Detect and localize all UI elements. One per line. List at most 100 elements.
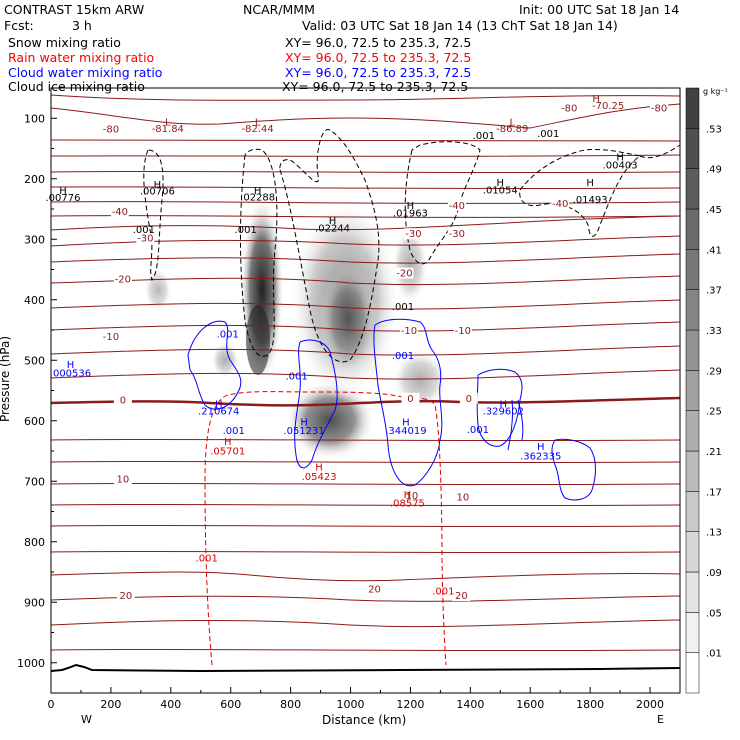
- isotherm-label-bg: [113, 473, 132, 485]
- extremum-label: .01963: [393, 208, 428, 219]
- extremum-label: H: [329, 216, 337, 227]
- contour-value-label: .001: [217, 329, 239, 340]
- rain-water-contours: [204, 391, 447, 666]
- isotherm-label-bg: [401, 392, 420, 404]
- y-tick-label: 800: [24, 536, 45, 549]
- isotherm-label-bg: [551, 197, 570, 209]
- extremum-label: -70.25: [592, 101, 624, 112]
- colorbar-segment: [685, 128, 700, 169]
- isotherm-label-bg: [110, 205, 129, 217]
- colorbar-segment: [685, 370, 700, 411]
- isotherm-label: 10: [406, 491, 419, 502]
- init-time: Init: 00 UTC Sat 18 Jan 14: [519, 2, 680, 17]
- x-tick-label: 1600: [516, 698, 544, 711]
- extremum-label: .01493: [573, 195, 608, 206]
- valid-time: Valid: 03 UTC Sat 18 Jan 14 (13 ChT Sat …: [302, 18, 618, 33]
- isotherm-label-bg: [116, 590, 135, 602]
- cloud-ice-contours: [143, 129, 680, 363]
- isotherm-label: -80: [651, 103, 667, 114]
- x-tick-label: 200: [100, 698, 121, 711]
- isotherm-label: -10: [401, 326, 417, 337]
- extremum-label: .05423: [302, 472, 337, 483]
- x-tick-label: 1000: [337, 698, 365, 711]
- isotherm-label-bg: [113, 394, 132, 406]
- colorbar-label: .33: [706, 326, 722, 337]
- isotherm-label: -30: [137, 233, 153, 244]
- extremum-label: H: [407, 201, 415, 212]
- isotherm-label-bg: [404, 228, 423, 240]
- colorbar-label: .25: [706, 407, 722, 418]
- colorbar-segment: [685, 450, 700, 492]
- colorbar-segment: [685, 208, 700, 250]
- contour-value-label: .001: [392, 351, 414, 362]
- contour-value-label: .001: [432, 586, 454, 597]
- isotherm-label: -40: [449, 201, 465, 212]
- colorbar-label: .01: [706, 649, 722, 660]
- x-tick-label: 1200: [396, 698, 424, 711]
- isotherm-label-bg: [459, 392, 478, 404]
- extremum-label: .02244: [315, 223, 350, 234]
- x-tick-label: 1800: [576, 698, 604, 711]
- isotherm-label-bg: [395, 267, 414, 279]
- extremum-label: H: [616, 153, 624, 164]
- x-tick-label: 2000: [636, 698, 664, 711]
- contour-value-label: .001: [467, 425, 489, 436]
- extremum-label: .000536: [50, 369, 91, 380]
- isotherm-label: 10: [456, 492, 469, 503]
- x-axis-east-label: E: [657, 713, 664, 726]
- isotherm-label: -30: [449, 229, 465, 240]
- forecast-label: Fcst:: [4, 18, 34, 33]
- colorbar-segment: [685, 329, 700, 371]
- organization: NCAR/MMM: [243, 2, 315, 17]
- field-name-rain: Rain water mixing ratio: [8, 50, 155, 65]
- extremum-label: -86.89: [496, 124, 528, 135]
- colorbar-segment: [685, 531, 700, 573]
- isotherm-label: -80: [561, 103, 577, 114]
- isotherm-label: -10: [455, 326, 471, 337]
- isotherm-label-bg: [650, 102, 669, 114]
- isotherm-label-bg: [453, 325, 472, 337]
- extremum-label: H: [215, 399, 223, 410]
- isotherm-label: -20: [396, 269, 412, 280]
- colorbar-label: .41: [706, 245, 722, 256]
- field-name-cloud-water: Cloud water mixing ratio: [8, 65, 163, 80]
- extremum-label: L: [255, 118, 261, 129]
- x-tick-label: 0: [48, 698, 55, 711]
- extremum-label: H: [537, 442, 545, 453]
- colorbar-label: .45: [706, 205, 722, 216]
- extremum-label: H: [254, 186, 262, 197]
- extremum-label: -81.84: [152, 124, 184, 135]
- contour-value-label: .001: [196, 554, 218, 565]
- colorbar-label: .13: [706, 528, 722, 539]
- contour-value-label: .001: [473, 131, 495, 142]
- y-axis-ticks: 100 200 300 400 500 600 700 800 900 1000: [17, 112, 57, 670]
- extremum-label: H: [59, 186, 67, 197]
- extremum-label: .329602: [483, 407, 524, 418]
- isotherm-label: -20: [115, 275, 131, 286]
- x-axis-west-label: W: [81, 713, 92, 726]
- isotherm-label: 20: [455, 591, 468, 602]
- extremum-label: .362335: [520, 451, 561, 462]
- extremum-label: .02288: [240, 193, 275, 204]
- extremum-label: H: [402, 418, 410, 429]
- field-xy-rain: XY= 96.0, 72.5 to 235.3, 72.5: [285, 50, 472, 65]
- isotherm-label-bg: [452, 590, 471, 602]
- extremum-label: H: [497, 178, 505, 189]
- x-tick-label: 600: [220, 698, 241, 711]
- isotherm-label-bg: [136, 232, 155, 244]
- extremum-label: .051231: [283, 426, 324, 437]
- colorbar: .01 .05 .09 .13 .17 .21 .25 .29 .33 .37 .41 .45 .49.…: [685, 87, 722, 694]
- colorbar-segment: [685, 289, 700, 331]
- isotherm-label: 20: [120, 591, 133, 602]
- isotherm-label: 0: [466, 394, 472, 405]
- surface-line: [50, 663, 681, 673]
- colorbar-label: .49: [706, 165, 722, 176]
- cloud-water-contours: [187, 318, 596, 501]
- colorbar-label: .05: [706, 608, 722, 619]
- extremum-label: H: [300, 418, 308, 429]
- isotherm-label-bg: [453, 491, 472, 503]
- colorbar-segment: [685, 168, 700, 210]
- isotherm-label-bg: [113, 273, 132, 285]
- y-tick-label: 900: [24, 596, 45, 609]
- x-tick-label: 400: [160, 698, 181, 711]
